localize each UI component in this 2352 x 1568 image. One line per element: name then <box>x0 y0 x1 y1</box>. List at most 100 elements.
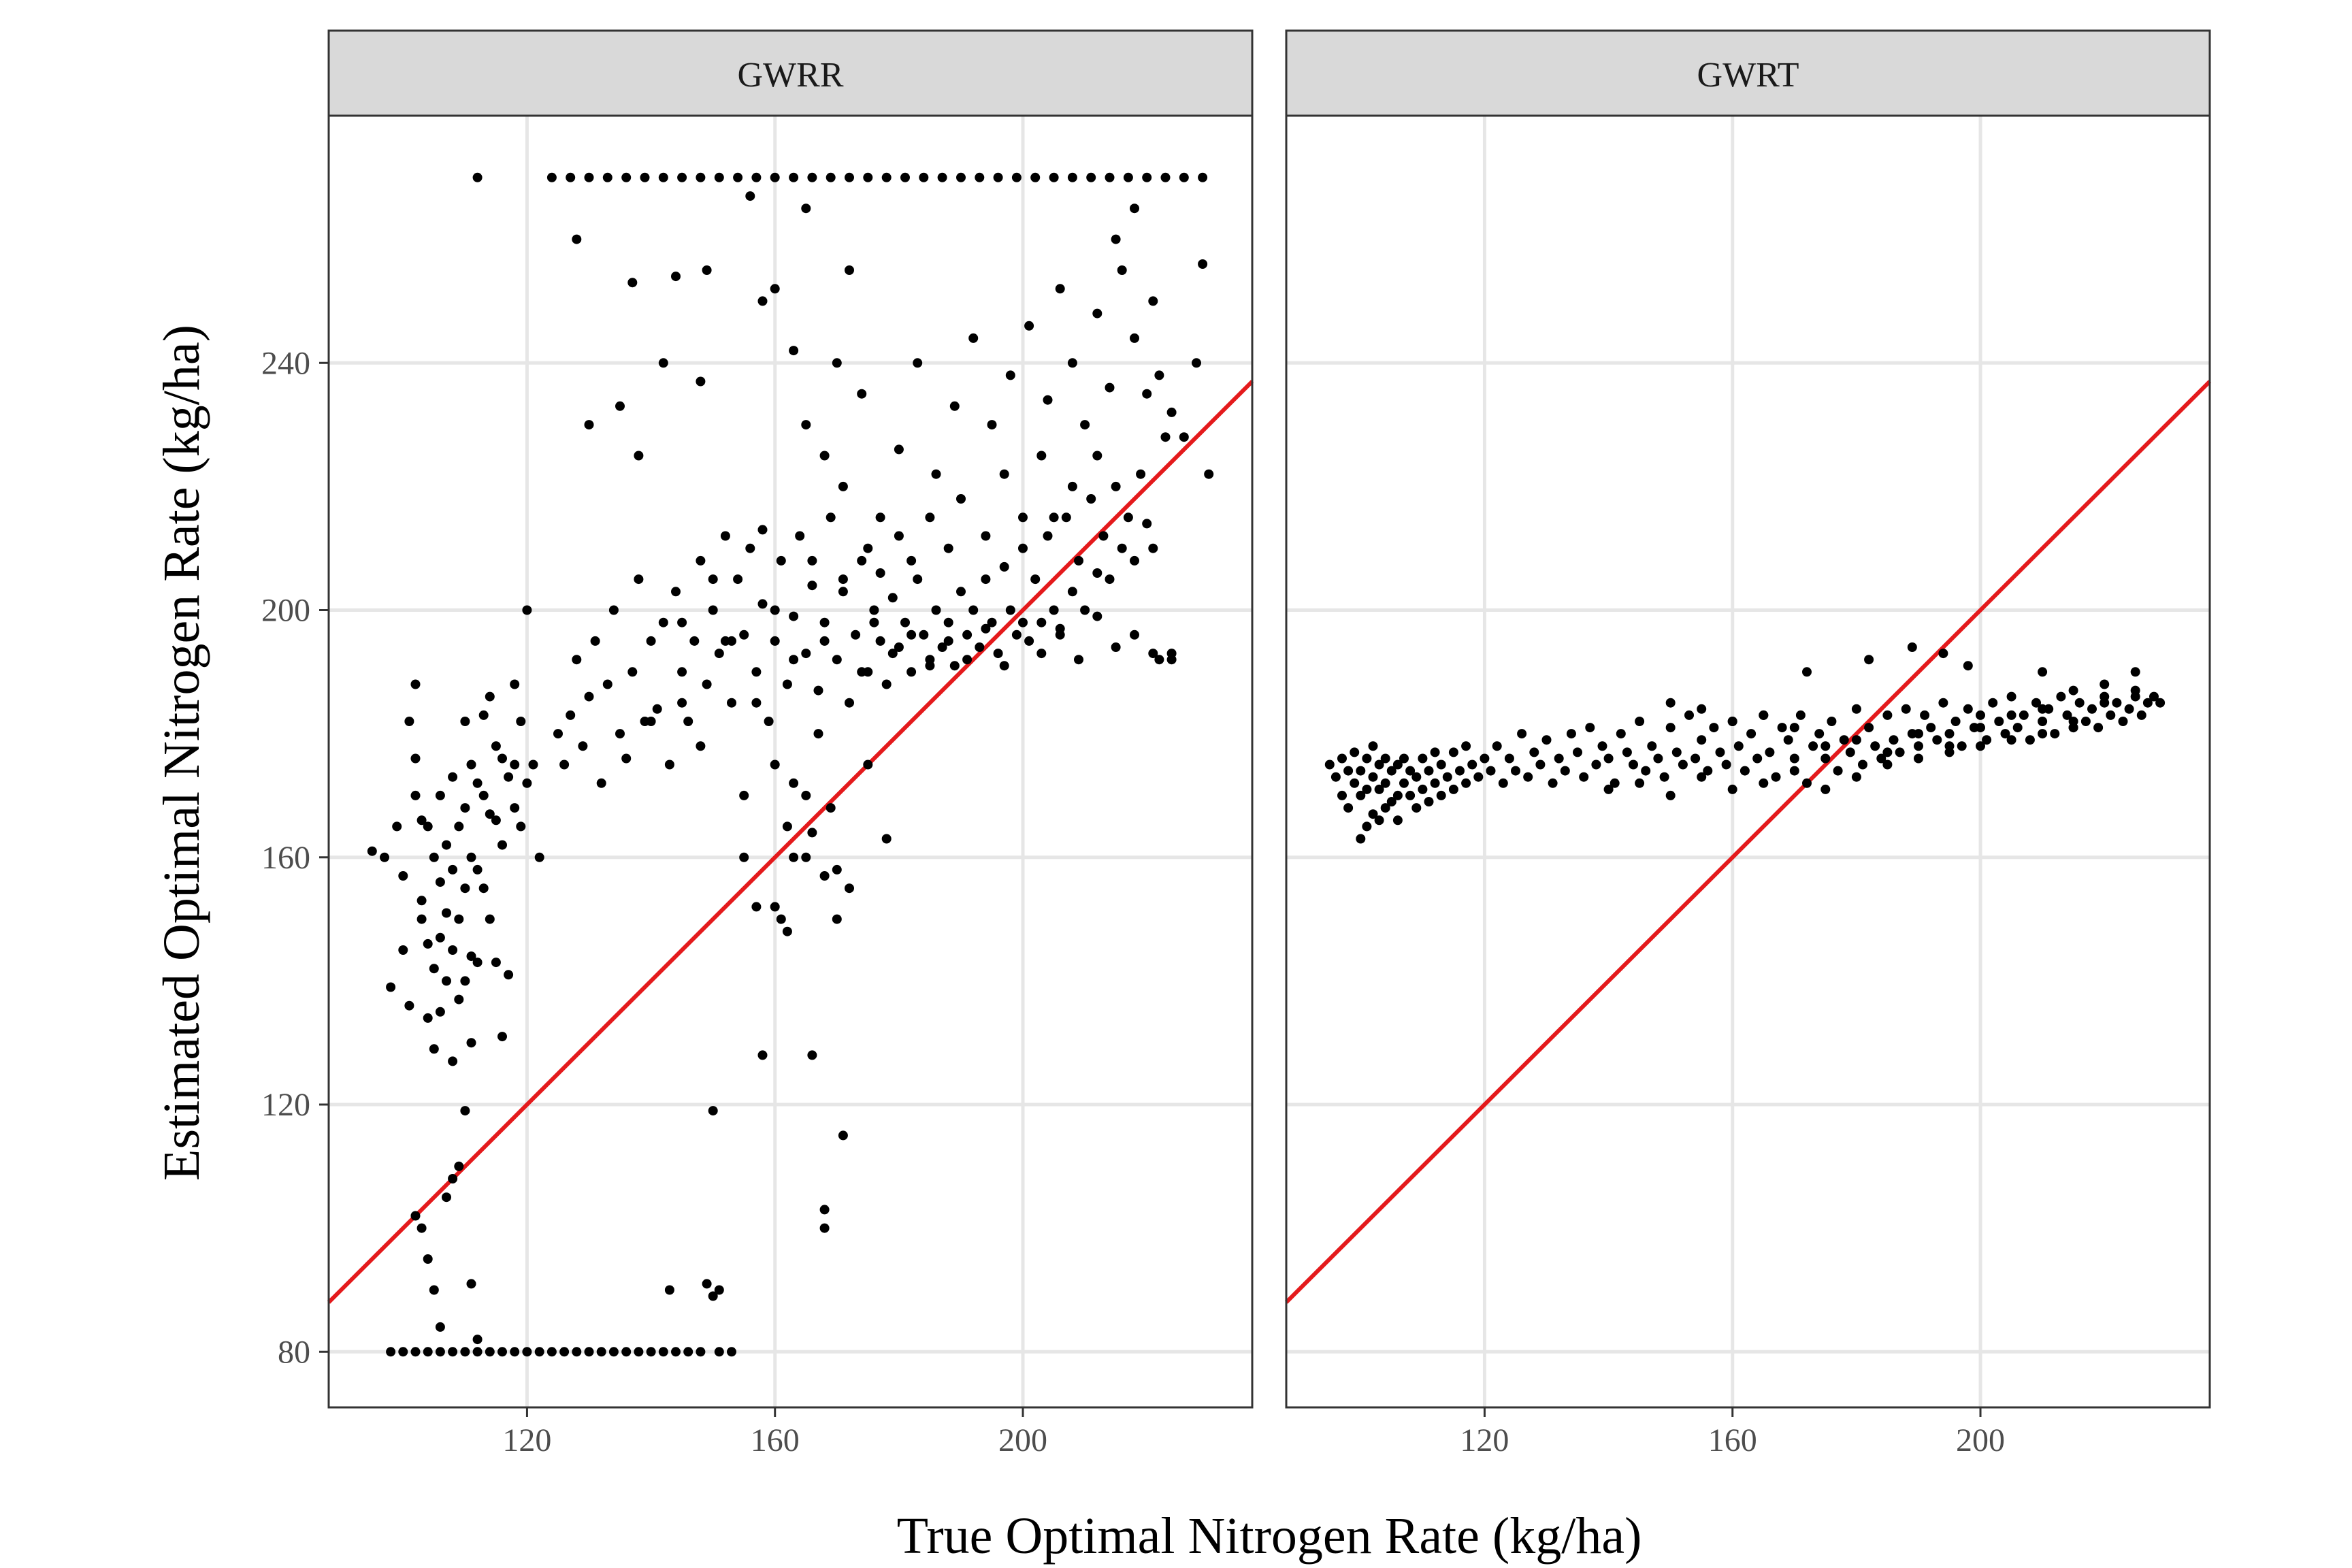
panel-gwrr-points <box>367 172 1214 1357</box>
scatter-point <box>1926 723 1936 733</box>
scatter-point <box>1480 753 1490 764</box>
scatter-point <box>566 172 576 182</box>
scatter-point <box>1759 710 1769 720</box>
scatter-point <box>398 871 408 881</box>
scatter-point <box>1036 617 1047 627</box>
scatter-point <box>1635 778 1645 788</box>
scatter-point <box>1049 172 1059 182</box>
scatter-point <box>2130 691 2140 702</box>
scatter-point <box>1703 766 1713 776</box>
scatter-point <box>1356 834 1366 844</box>
scatter-point <box>832 655 842 665</box>
scatter-point <box>838 574 848 585</box>
scatter-point <box>757 296 768 306</box>
scatter-point <box>454 914 464 924</box>
scatter-point <box>2100 679 2110 689</box>
scatter-point <box>714 649 724 659</box>
scatter-point <box>708 574 718 585</box>
scatter-point <box>1399 778 1409 788</box>
scatter-point <box>1684 710 1694 720</box>
scatter-point <box>1067 358 1077 368</box>
scatter-point <box>1789 723 1799 733</box>
scatter-point <box>634 574 644 585</box>
scatter-point <box>1665 723 1676 733</box>
scatter-point <box>1098 531 1109 541</box>
scatter-point <box>1907 642 1917 652</box>
scatter-point <box>1665 790 1676 800</box>
scatter-point <box>1635 717 1645 726</box>
scatter-point <box>1759 778 1769 788</box>
scatter-point <box>727 698 736 708</box>
scatter-point <box>782 926 792 936</box>
scatter-point <box>1368 809 1378 819</box>
scatter-point <box>1148 543 1158 553</box>
scatter-point <box>1411 803 1422 813</box>
scatter-point <box>807 172 817 182</box>
scatter-point <box>2056 691 2066 702</box>
scatter-point <box>1802 667 1812 677</box>
scatter-point <box>1136 469 1146 479</box>
scatter-point <box>795 531 805 541</box>
scatter-point <box>404 1000 414 1011</box>
scatter-point <box>1795 710 1806 720</box>
scatter-point <box>975 172 985 182</box>
scatter-point <box>789 852 799 862</box>
scatter-point <box>646 636 656 646</box>
scatter-point <box>1392 790 1403 800</box>
scatter-point <box>1086 172 1096 182</box>
scatter-point <box>1963 661 1973 671</box>
scatter-point <box>485 809 495 819</box>
scatter-point <box>708 605 718 615</box>
scatter-point <box>497 753 507 764</box>
scatter-point <box>1678 760 1688 770</box>
scatter-point <box>546 172 557 182</box>
scatter-point <box>1380 803 1390 813</box>
scatter-point <box>819 1223 830 1233</box>
scatter-point <box>1350 747 1360 757</box>
scatter-point <box>770 605 780 615</box>
scatter-point <box>1944 729 1955 739</box>
panel-gwrr: GWRR <box>327 29 1254 1409</box>
scatter-point <box>887 649 898 659</box>
scatter-point <box>1011 630 1022 640</box>
scatter-point <box>913 358 923 368</box>
scatter-point <box>1074 555 1083 566</box>
scatter-point <box>658 617 668 627</box>
scatter-point <box>968 605 979 615</box>
scatter-point <box>1789 753 1799 764</box>
scatter-point <box>553 729 563 739</box>
scatter-point <box>702 265 712 275</box>
scatter-point <box>1418 784 1428 794</box>
scatter-point <box>1889 735 1899 745</box>
scatter-point <box>608 605 619 615</box>
scatter-point <box>770 636 780 646</box>
scatter-point <box>1671 747 1682 757</box>
scatter-point <box>1374 760 1384 770</box>
x-tick-label: 160 <box>1708 1422 1757 1458</box>
scatter-point <box>664 1285 674 1295</box>
scatter-point <box>1814 729 1825 739</box>
scatter-point <box>1424 797 1434 806</box>
scatter-point <box>925 512 935 523</box>
scatter-point <box>1827 717 1837 726</box>
scatter-point <box>1092 308 1102 318</box>
scatter-point <box>658 1347 668 1357</box>
scatter-point <box>1541 735 1552 745</box>
scatter-point <box>435 1322 445 1332</box>
scatter-point <box>1179 432 1189 442</box>
scatter-point <box>1820 784 1831 794</box>
scatter-point <box>2019 710 2029 720</box>
scatter-point <box>863 543 873 553</box>
scatter-point <box>460 1106 470 1116</box>
panel-gwrr-label: GWRR <box>738 56 844 95</box>
scatter-point <box>1603 753 1614 764</box>
panel-background <box>329 116 1252 1407</box>
scatter-point <box>757 525 768 535</box>
scatter-point <box>857 667 867 677</box>
scatter-point <box>442 976 451 986</box>
scatter-point <box>745 543 755 553</box>
scatter-point <box>472 864 483 875</box>
scatter-point <box>1005 370 1015 380</box>
scatter-point <box>1204 469 1214 479</box>
scatter-point <box>522 605 532 615</box>
